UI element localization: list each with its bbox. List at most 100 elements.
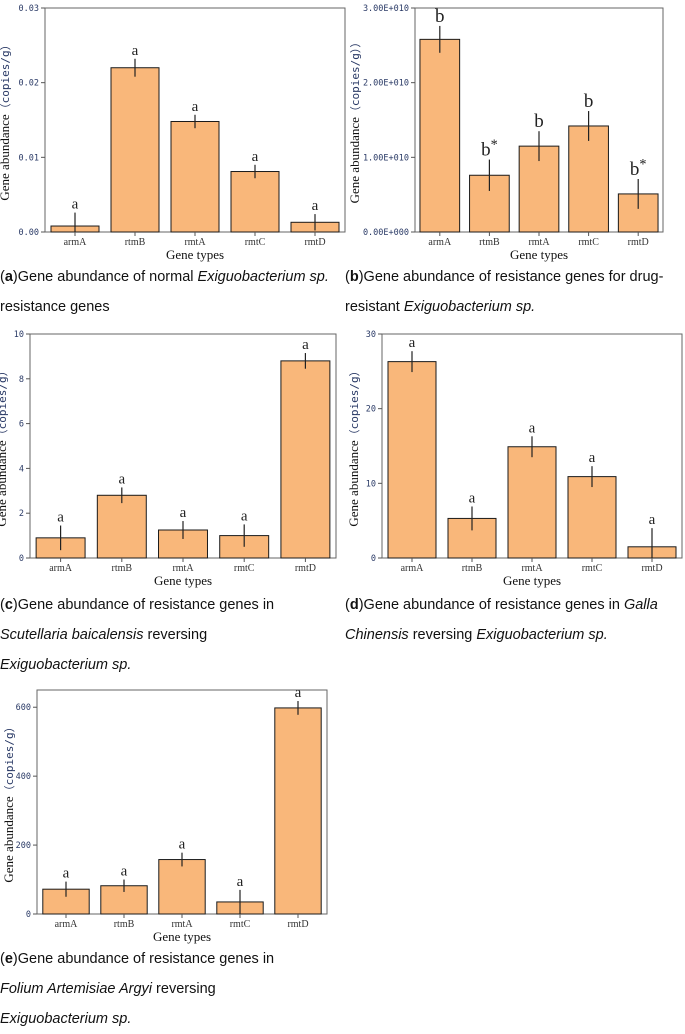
x-tick-label-rtmB: rtmB xyxy=(462,563,483,574)
significance-label-rtmB: a xyxy=(121,864,128,880)
significance-label-rmtC: b xyxy=(584,91,594,112)
x-axis-label-b: Gene types xyxy=(510,247,568,262)
y-tick-label-a: 0.01 xyxy=(19,153,39,163)
caption-b-italic: Exiguobacterium sp. xyxy=(403,299,536,315)
caption-c-italic: Scutellaria baicalensis xyxy=(0,627,144,643)
caption-d-italic2: Exiguobacterium sp. xyxy=(476,627,608,643)
caption-a-letter: a xyxy=(4,269,13,285)
caption-e-post: reversing xyxy=(152,981,216,997)
x-tick-label-rmtC: rmtC xyxy=(245,237,266,248)
x-tick-label-rmtC: rmtC xyxy=(582,563,603,574)
significance-label-armA: a xyxy=(57,510,64,526)
bar-armA xyxy=(387,361,437,559)
significance-label-rmtA: a xyxy=(179,837,186,853)
caption-c: (c)Gene abundance of resistance genes in… xyxy=(0,597,275,673)
caption-e-italic: Folium Artemisiae Argyi xyxy=(0,981,153,997)
caption-a-post: resistance genes xyxy=(0,299,110,315)
significance-label-rmtA: a xyxy=(529,420,536,436)
x-tick-label-armA: armA xyxy=(55,919,79,930)
chart-d-svg: 0 10 20 30 armA a rtmB a rmtA a rmtC a rmtD a Gene typ… xyxy=(346,330,683,588)
y-axis-label-e: Gene abundance（copies/g） xyxy=(1,721,16,882)
x-tick-label-rmtA: rmtA xyxy=(521,563,543,574)
bar-rmtA xyxy=(158,859,206,915)
y-tick-label-c: 4 xyxy=(19,464,24,474)
caption-e-letter: e xyxy=(4,951,13,967)
chart-e-svg: 0 200 400 600 armA a rtmB a rmtA a rmtC a rmtD a Gene … xyxy=(1,685,328,944)
x-tick-label-rmtA: rmtA xyxy=(172,563,194,574)
bar-rmtA xyxy=(170,120,220,233)
caption-c-italic2: Exiguobacterium sp. xyxy=(0,657,132,673)
significance-label-rmtA: b xyxy=(534,111,544,132)
y-tick-label-d: 20 xyxy=(366,405,376,415)
x-tick-label-armA: armA xyxy=(49,563,73,574)
chart-a-svg: 0.00 0.01 0.02 0.03 armA a rtmB a rmtA a rmtC a rmtD… xyxy=(0,4,346,262)
y-axis-label-a: Gene abundance（copies/g） xyxy=(0,39,12,200)
significance-label-rmtC: a xyxy=(241,508,248,524)
x-tick-label-rtmB: rtmB xyxy=(125,237,146,248)
caption-c-letter: c xyxy=(4,597,13,613)
chart-panel-e: 0 200 400 600 armA a rtmB a rmtA a rmtC a rmtD a Gene … xyxy=(0,684,340,946)
caption-a-italic: Exiguobacterium sp. xyxy=(197,269,329,285)
bar-rmtD xyxy=(280,360,331,559)
y-tick-label-c: 8 xyxy=(19,375,24,385)
caption-d-italic: Galla Chinensis xyxy=(345,597,658,643)
y-axis-label-d: Gene abundance（copies/g） xyxy=(346,365,361,526)
x-tick-label-rmtD: rmtD xyxy=(304,237,325,248)
x-tick-label-rmtD: rmtD xyxy=(295,563,316,574)
bar-rmtC xyxy=(568,125,609,233)
x-tick-label-rmtD: rmtD xyxy=(287,919,308,930)
significance-label-rtmB: a xyxy=(469,490,476,506)
caption-c-pre: Gene abundance of resistance genes in xyxy=(17,597,275,613)
caption-e-pre: Gene abundance of resistance genes in xyxy=(17,951,275,967)
caption-b-letter: b xyxy=(349,269,359,285)
caption-d-post: reversing xyxy=(408,627,477,643)
y-tick-label-c: 6 xyxy=(19,420,24,430)
significance-label-rmtC: a xyxy=(589,450,596,466)
caption-d: (d)Gene abundance of resistance genes in… xyxy=(345,597,658,643)
y-axis-label-b: Gene abundance（copies/g）） xyxy=(347,37,362,204)
x-tick-label-rmtC: rmtC xyxy=(230,919,251,930)
caption-d-pre: Gene abundance of resistance genes in xyxy=(363,597,624,613)
y-tick-label-b: 2.00E+010 xyxy=(363,79,409,89)
bar-rmtC xyxy=(567,476,617,559)
significance-label-rmtC: a xyxy=(252,149,259,165)
significance-label-armA: b xyxy=(435,6,445,27)
y-tick-label-d: 30 xyxy=(366,330,376,340)
bar-rmtC xyxy=(230,171,280,233)
y-tick-label-c: 2 xyxy=(19,509,24,519)
x-axis-label-a: Gene types xyxy=(166,247,224,262)
x-tick-label-rtmB: rtmB xyxy=(479,237,500,248)
y-tick-label-a: 0.02 xyxy=(19,79,39,89)
x-axis-label-d: Gene types xyxy=(503,573,561,588)
x-tick-label-rtmB: rtmB xyxy=(114,919,135,930)
chart-b-svg: 0.00E+000 1.00E+010 2.00E+010 3.00E+010 armA… xyxy=(347,4,664,262)
y-tick-label-d: 0 xyxy=(371,554,376,564)
significance-label-rmtC: a xyxy=(237,874,244,890)
y-tick-label-a: 0.00 xyxy=(19,228,39,238)
significance-label-armA: a xyxy=(72,197,79,213)
x-tick-label-armA: armA xyxy=(401,563,425,574)
x-tick-label-rmtC: rmtC xyxy=(234,563,255,574)
y-tick-label-e: 200 xyxy=(16,841,31,851)
caption-e: (e)Gene abundance of resistance genes in… xyxy=(0,951,275,1027)
x-tick-label-rtmB: rtmB xyxy=(112,563,133,574)
x-axis-label-c: Gene types xyxy=(154,573,212,588)
significance-label-rmtD: b* xyxy=(630,156,647,180)
significance-label-armA: a xyxy=(409,335,416,351)
significance-label-rtmB: a xyxy=(132,43,139,59)
chart-panel-b: 0.00E+000 1.00E+010 2.00E+010 3.00E+010 armA… xyxy=(345,0,685,262)
x-tick-label-armA: armA xyxy=(428,237,452,248)
x-tick-label-rmtA: rmtA xyxy=(184,237,206,248)
y-tick-label-b: 0.00E+000 xyxy=(363,228,409,238)
x-axis-label-e: Gene types xyxy=(153,929,211,944)
bar-armA xyxy=(419,38,461,233)
chart-c-svg: 0 2 4 6 8 10 armA a rtmB a rmtA a rmtC a rmtD a Gene typ… xyxy=(0,330,337,588)
bar-rmtA xyxy=(507,446,557,559)
caption-b-pre: Gene abundance of resistance genes for d… xyxy=(345,269,664,315)
y-tick-label-a: 0.03 xyxy=(19,4,39,14)
significance-label-rtmB: a xyxy=(118,471,125,487)
y-axis-label-c: Gene abundance（copies/g） xyxy=(0,365,9,526)
significance-label-rmtA: a xyxy=(180,505,187,521)
significance-label-rmtD: a xyxy=(312,198,319,214)
bar-rtmB xyxy=(110,67,160,233)
